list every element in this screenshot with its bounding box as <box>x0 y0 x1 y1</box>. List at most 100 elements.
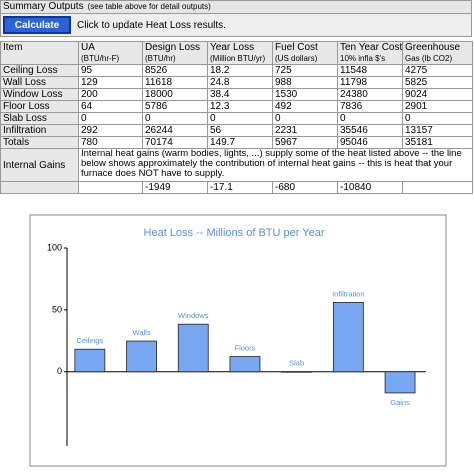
header-cell: Design Loss (BTU/hr) <box>142 41 208 65</box>
table-cell: 2901 <box>402 100 473 113</box>
row-label: Window Loss <box>0 88 79 101</box>
chart-frame <box>29 214 447 467</box>
bar <box>229 356 261 373</box>
row-label: Totals <box>0 136 79 149</box>
header-unit: (US dollars) <box>275 54 318 63</box>
table-cell: 24.8 <box>207 76 273 89</box>
bar <box>74 348 106 373</box>
table-cell: 24380 <box>337 88 403 101</box>
table-cell: 2231 <box>272 124 338 137</box>
table-cell: 64 <box>78 100 143 113</box>
bar <box>384 371 416 394</box>
row-label: Wall Loss <box>0 76 79 89</box>
table-cell: 35546 <box>337 124 403 137</box>
table-cell: 5967 <box>272 136 338 149</box>
gains-text: Internal heat gains (warm bodies, lights… <box>78 148 473 182</box>
table-cell: 5786 <box>142 100 208 113</box>
table-row: Infiltration 292 26244 56 2231 35546 13157 <box>0 124 473 137</box>
header-title: Greenhouse <box>405 42 461 54</box>
header-title: Design Loss <box>145 42 201 54</box>
header-title: Ten Year Cost <box>340 42 403 54</box>
header-row: Item UA (BTU/hr-F) Design Loss (BTU/hr) Year … <box>0 41 473 65</box>
calculate-button[interactable]: Calculate <box>3 16 71 34</box>
table-row: Ceiling Loss 95 8526 18.2 725 11548 4275 <box>0 64 473 77</box>
table-cell <box>78 181 143 194</box>
bar <box>126 340 157 373</box>
bar-label: Windows <box>178 311 209 320</box>
header-unit: (BTU/hr-F) <box>81 54 120 63</box>
y-tick-label: 0 <box>57 366 62 376</box>
bar-label: Ceilings <box>77 336 104 345</box>
bar-label: Walls <box>133 328 151 337</box>
header-title: UA <box>81 42 95 54</box>
table-cell: 0 <box>78 112 143 125</box>
y-tick-label: 50 <box>52 304 62 314</box>
header-unit: Gas (lb CO2) <box>405 54 453 63</box>
table-cell: 5825 <box>402 76 473 89</box>
summary-title: Summary Outputs <box>3 1 84 12</box>
header-unit: (Million BTU/yr) <box>210 54 266 63</box>
y-tick-label: 100 <box>47 242 62 252</box>
table-cell: 200 <box>78 88 143 101</box>
bar-label: Infiltration <box>332 289 365 298</box>
table-cell: 18.2 <box>207 64 273 77</box>
table-cell: 0 <box>207 112 273 125</box>
action-hint: Click to update Heat Loss results. <box>77 19 226 31</box>
row-label: Slab Loss <box>0 112 79 125</box>
header-cell: UA (BTU/hr-F) <box>78 41 143 65</box>
table-cell: 780 <box>78 136 143 149</box>
table-cell: 9024 <box>402 88 473 101</box>
table-cell: 0 <box>337 112 403 125</box>
table-cell: 492 <box>272 100 338 113</box>
table-row: Floor Loss 64 5786 12.3 492 7836 2901 <box>0 100 473 113</box>
table-cell: 11618 <box>142 76 208 89</box>
header-title: Year Loss <box>210 42 255 54</box>
gains-text-row: Internal Gains Internal heat gains (warm … <box>0 148 473 182</box>
table-cell: 0 <box>272 112 338 125</box>
header-unit: 10% infla $'s <box>340 54 386 63</box>
table-row: Wall Loss 129 11618 24.8 988 11798 5825 <box>0 76 473 89</box>
bar <box>332 302 364 373</box>
table-cell: 7836 <box>337 100 403 113</box>
header-title: Fuel Cost <box>275 42 318 54</box>
table-cell: 13157 <box>402 124 473 137</box>
bar-label: Floors <box>235 344 256 353</box>
row-label: Floor Loss <box>0 100 79 113</box>
chart-title: Heat Loss -- Millions of BTU per Year <box>144 227 325 239</box>
header-unit: (BTU/hr) <box>145 54 176 63</box>
table-cell: 11798 <box>337 76 403 89</box>
table-cell: 149.7 <box>207 136 273 149</box>
table-cell: 8526 <box>142 64 208 77</box>
table-row: Slab Loss 0 0 0 0 0 0 <box>0 112 473 125</box>
table-cell: 70174 <box>142 136 208 149</box>
table-cell: 18000 <box>142 88 208 101</box>
table-cell: 95 <box>78 64 143 77</box>
table-cell: 129 <box>78 76 143 89</box>
header-cell: Item <box>0 41 79 65</box>
table-cell: 56 <box>207 124 273 137</box>
table-cell: 4275 <box>402 64 473 77</box>
summary-panel: Summary Outputs (see table above for deta… <box>0 0 473 194</box>
table-cell: -1949 <box>142 181 208 194</box>
table-cell: 12.3 <box>207 100 273 113</box>
header-cell: Year Loss (Million BTU/yr) <box>207 41 273 65</box>
header-cell: Greenhouse Gas (lb CO2) <box>402 41 473 65</box>
action-row: Calculate Click to update Heat Loss resu… <box>0 14 472 37</box>
table-cell: -10840 <box>337 181 403 194</box>
table-cell: 11548 <box>337 64 403 77</box>
table-row: Window Loss 200 18000 38.4 1530 24380 9024 <box>0 88 473 101</box>
row-label: Ceiling Loss <box>0 64 79 77</box>
table-cell <box>0 181 79 194</box>
header-cell: Ten Year Cost 10% infla $'s <box>337 41 403 65</box>
table-cell: 38.4 <box>207 88 273 101</box>
table-cell: 35181 <box>402 136 473 149</box>
table-cell: 0 <box>402 112 473 125</box>
table-row: Totals 780 70174 149.7 5967 95046 35181 <box>0 136 473 149</box>
bar <box>177 323 209 373</box>
table-cell: -17.1 <box>207 181 273 194</box>
header-title: Item <box>3 42 23 54</box>
bar-label: Gains <box>390 398 410 407</box>
row-label: Internal Gains <box>0 148 79 182</box>
